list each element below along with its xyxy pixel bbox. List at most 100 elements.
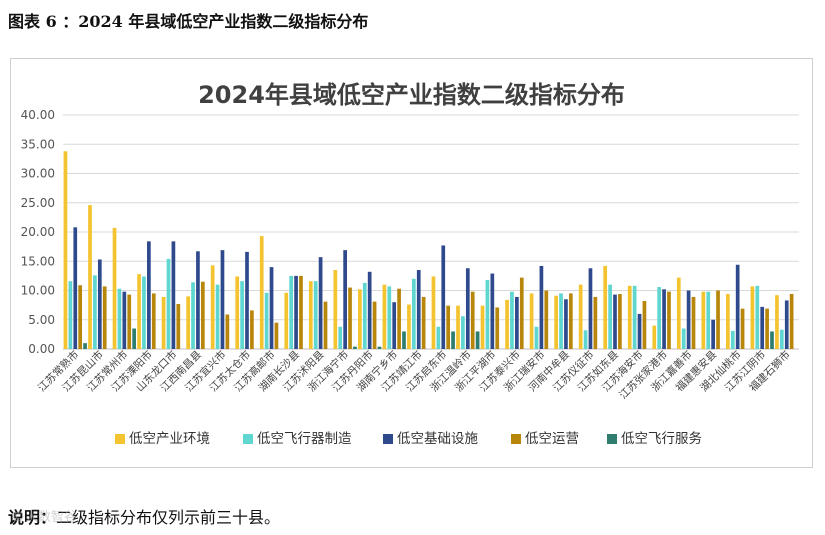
bar — [755, 285, 760, 349]
bar — [760, 306, 765, 349]
bar — [323, 301, 328, 349]
bar — [529, 293, 534, 349]
y-tick-label: 5.00 — [28, 313, 55, 327]
bar — [480, 305, 485, 349]
bar — [191, 282, 195, 349]
bar — [667, 291, 671, 349]
bar — [711, 319, 715, 349]
bar — [627, 285, 632, 349]
bar — [196, 251, 200, 349]
bar — [642, 301, 647, 349]
bar — [416, 270, 421, 349]
chart-title: 2024年县域低空产业指数二级指标分布 — [198, 81, 625, 109]
legend-swatch — [115, 434, 125, 444]
bar — [706, 291, 711, 349]
y-tick-label: 40.00 — [21, 108, 55, 122]
bar — [735, 264, 740, 349]
figure-caption: 图表 6 ：2024 年县域低空产业指数二级指标分布 — [8, 12, 369, 31]
footnote-text: 二级指标分布仅列示前三十县。 — [56, 508, 281, 527]
bar — [564, 299, 568, 349]
bar — [676, 277, 681, 349]
bar — [534, 326, 539, 349]
bar — [274, 322, 279, 349]
bar-chart: 0.00 5.00 10.00 15.00 20.00 25.00 30.00 35.00 40… — [21, 108, 799, 447]
bar — [132, 328, 136, 349]
bar — [284, 292, 289, 349]
bar — [446, 305, 451, 349]
bar — [377, 346, 382, 349]
y-tick-label: 35.00 — [21, 137, 55, 151]
y-tick-label: 15.00 — [21, 254, 55, 268]
bar — [88, 205, 92, 349]
bar — [215, 284, 220, 349]
bar — [220, 250, 225, 349]
bar — [63, 151, 68, 349]
bar — [475, 331, 480, 349]
bar — [686, 290, 691, 349]
bar — [613, 294, 617, 349]
bar — [117, 288, 122, 349]
bar — [421, 296, 426, 349]
footnote-label: 说明： — [8, 508, 57, 527]
footnote: 说明：二级指标分布仅列示前三十县。 — [8, 504, 280, 528]
bar — [93, 275, 97, 349]
bar — [112, 227, 117, 349]
bar — [505, 299, 509, 349]
legend-label: 低空飞行器制造 — [257, 431, 352, 447]
bar — [779, 329, 784, 349]
bar — [701, 291, 706, 349]
bar — [578, 284, 583, 349]
y-tick-label: 10.00 — [21, 284, 55, 298]
bar — [343, 250, 347, 349]
bar — [122, 291, 127, 349]
bar — [554, 295, 558, 349]
bar — [250, 310, 254, 349]
bar — [436, 326, 441, 349]
bar — [583, 330, 588, 349]
chart-panel: 2024年县域低空产业指数二级指标分布 0.00 5.00 10.00 15.00 20… — [10, 58, 813, 468]
bar — [681, 328, 686, 349]
y-tick-label: 20.00 — [21, 225, 55, 239]
bar — [456, 305, 460, 349]
bar — [784, 300, 789, 349]
legend-label: 低空基础设施 — [397, 430, 478, 447]
bar — [407, 304, 411, 349]
bar — [451, 331, 455, 349]
bar — [210, 265, 215, 349]
bar — [485, 279, 490, 349]
bar — [166, 258, 171, 349]
bar — [137, 274, 141, 349]
bar — [102, 286, 107, 349]
bar — [740, 308, 745, 349]
bar — [358, 289, 362, 349]
legend-swatch — [243, 434, 253, 444]
bar — [338, 326, 343, 349]
bar — [200, 281, 205, 349]
legend-swatch — [607, 434, 617, 444]
bar — [225, 314, 230, 349]
bar — [789, 294, 794, 349]
bar — [411, 278, 416, 349]
bar — [294, 275, 298, 349]
legend-label: 低空产业环境 — [129, 431, 210, 447]
bar — [289, 275, 294, 349]
bar — [264, 292, 269, 349]
legend-swatch — [383, 434, 393, 444]
bar — [461, 316, 465, 349]
bar — [657, 286, 662, 349]
watermark: ©人数智谷 — [12, 510, 78, 525]
bar — [362, 282, 367, 349]
bar — [142, 276, 146, 349]
bar — [730, 330, 735, 349]
bar — [568, 293, 573, 349]
bar — [186, 296, 190, 349]
bar — [392, 302, 397, 349]
bar — [515, 296, 519, 349]
bar — [495, 307, 500, 349]
bar — [539, 265, 544, 349]
bar — [770, 331, 774, 349]
bar — [245, 251, 249, 349]
bar — [691, 296, 696, 349]
bar — [333, 270, 338, 349]
bar — [662, 289, 666, 349]
